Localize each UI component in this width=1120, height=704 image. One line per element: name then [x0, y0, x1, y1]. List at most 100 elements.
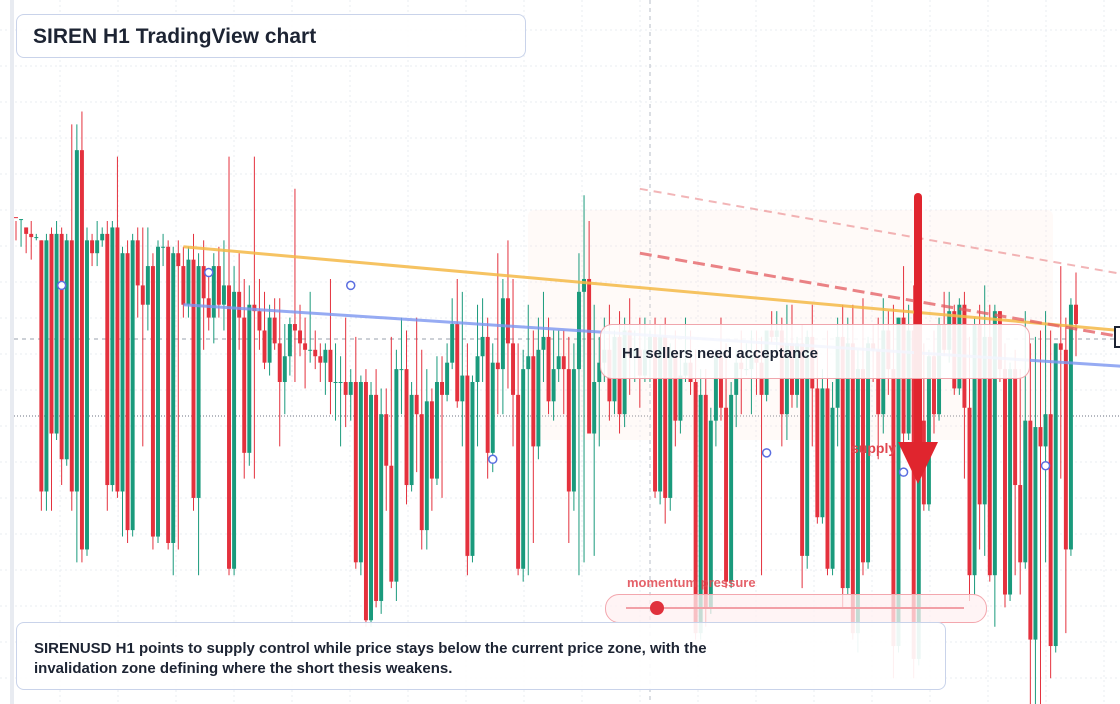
candle: [272, 298, 277, 350]
candle: [34, 233, 39, 241]
candle: [475, 304, 480, 447]
candle-body: [64, 240, 69, 460]
candle-body: [399, 369, 404, 371]
candle: [318, 343, 323, 382]
candle: [100, 227, 105, 247]
candle-body: [673, 356, 678, 421]
candle: [115, 156, 120, 498]
candle: [221, 240, 226, 331]
candle-body: [840, 336, 845, 589]
candle: [14, 217, 18, 241]
candle-body: [556, 356, 561, 370]
candle: [967, 336, 972, 601]
candle-body: [470, 382, 475, 556]
candle: [1043, 311, 1048, 563]
trend-marker: [56, 280, 67, 291]
candle-body: [135, 240, 140, 286]
left-scrollbar[interactable]: [10, 0, 14, 704]
candle-body: [445, 362, 450, 395]
candle-body: [424, 401, 429, 531]
candle: [592, 304, 597, 556]
candle: [19, 219, 24, 247]
candle-body: [353, 382, 358, 563]
candle-body: [932, 356, 936, 415]
candle-body: [166, 246, 171, 543]
candle-body: [242, 317, 247, 453]
candle: [1038, 330, 1043, 704]
candle-body: [653, 336, 658, 492]
candle: [708, 407, 713, 614]
candle-body: [282, 356, 287, 382]
candle: [566, 336, 571, 543]
candle: [267, 304, 272, 376]
candle: [419, 349, 424, 550]
candle: [516, 343, 521, 576]
candle: [541, 291, 546, 382]
candle: [374, 369, 379, 608]
arrow-shaft: [914, 193, 922, 448]
supply-label: supply: [851, 440, 897, 456]
candle-body: [272, 317, 277, 344]
candle-body: [703, 394, 708, 608]
candle-body: [668, 356, 673, 498]
candle: [414, 317, 419, 473]
candle-body: [571, 369, 576, 492]
candle-body: [440, 382, 445, 395]
candle-body: [1033, 427, 1038, 640]
candle: [1068, 298, 1073, 556]
candle: [69, 124, 74, 511]
candle: [962, 291, 967, 479]
candle-body: [287, 324, 292, 357]
candle: [150, 253, 155, 550]
candle-body: [729, 394, 734, 582]
candle-body: [815, 388, 820, 518]
candle-body: [24, 227, 29, 234]
candle-body: [105, 233, 110, 486]
candle: [181, 246, 186, 318]
trend-marker: [345, 280, 356, 291]
candle: [237, 253, 242, 350]
candle-body: [511, 343, 516, 395]
candle-body: [485, 336, 490, 453]
candle: [384, 388, 389, 511]
bearish-arrow: [898, 193, 938, 484]
candle: [424, 369, 429, 550]
candle-body: [678, 375, 683, 421]
candle-body: [14, 217, 18, 219]
candle-body: [374, 394, 379, 601]
candle-body: [495, 362, 500, 370]
candle-body: [292, 324, 297, 331]
candle: [125, 240, 130, 543]
candle-body: [663, 336, 668, 498]
candle-body: [120, 253, 125, 492]
candle-body: [277, 343, 282, 382]
candle: [536, 317, 541, 460]
momentum-pressure-slider[interactable]: [605, 594, 987, 623]
momentum-knob[interactable]: [649, 601, 664, 615]
candle-body: [206, 298, 211, 318]
candle-body: [348, 382, 353, 395]
sellers-callout[interactable]: H1 sellers need acceptance: [600, 324, 1030, 379]
candle: [277, 298, 282, 447]
candle-body: [434, 382, 439, 479]
trend-marker: [898, 467, 909, 477]
candle: [1003, 343, 1007, 608]
candle-body: [303, 343, 308, 350]
candle-body: [698, 394, 703, 634]
candle: [287, 317, 292, 376]
candle: [308, 291, 313, 363]
candle-body: [891, 369, 896, 647]
candle: [526, 304, 531, 576]
candle: [429, 388, 434, 511]
candle-body: [896, 317, 901, 647]
candle: [399, 317, 404, 415]
candle: [201, 240, 206, 350]
candle-body: [85, 240, 89, 550]
candle-body: [708, 420, 713, 608]
candle-body: [323, 349, 328, 363]
candle-body: [110, 227, 115, 486]
candle: [323, 343, 328, 395]
candle-body: [156, 246, 160, 537]
candle: [505, 240, 510, 389]
candle-body: [140, 285, 145, 305]
